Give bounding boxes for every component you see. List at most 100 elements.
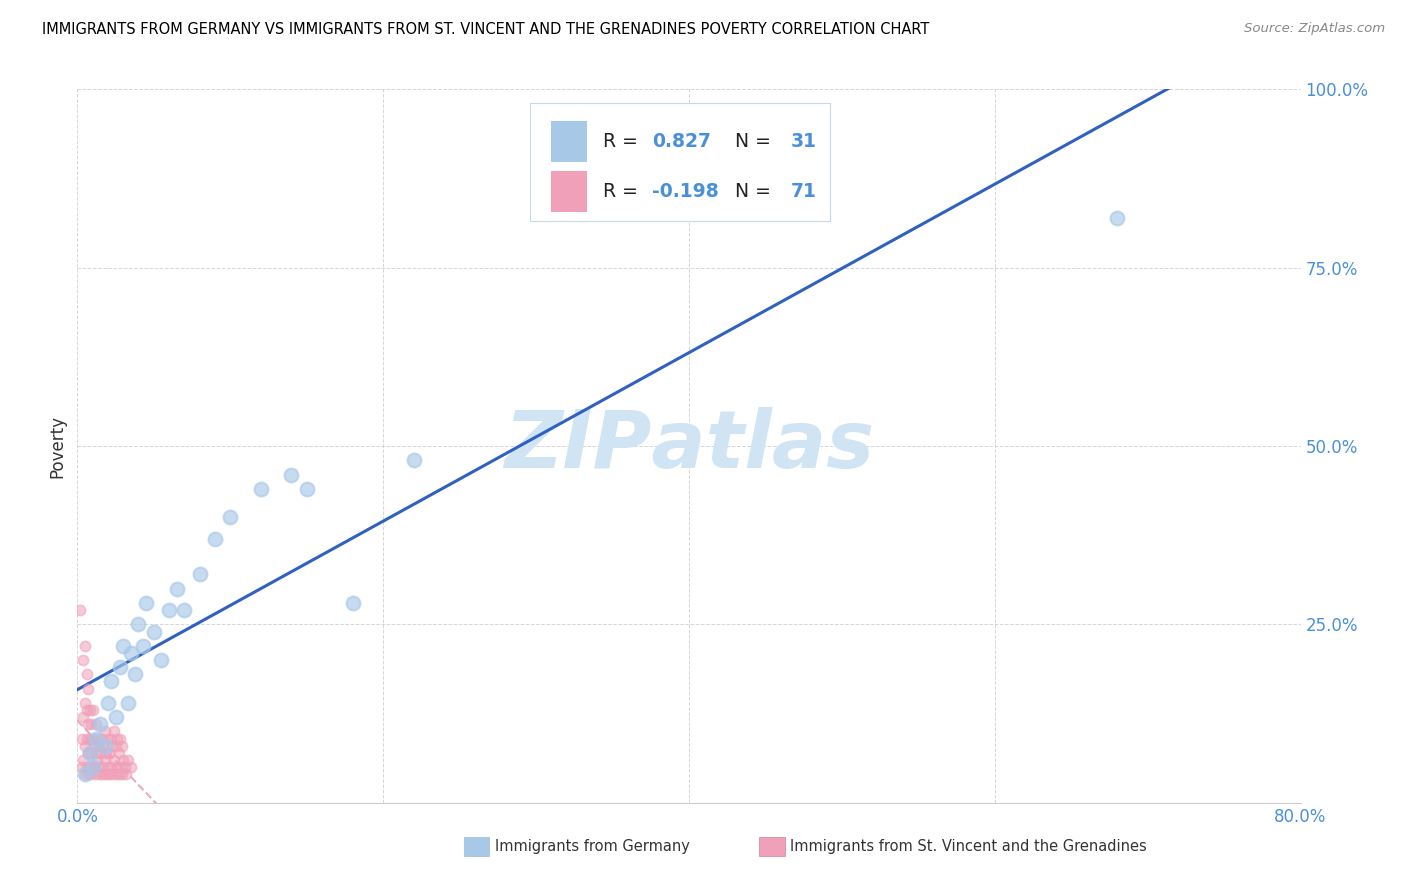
Point — [82, 760, 104, 774]
Point — [82, 703, 104, 717]
Point — [83, 739, 105, 753]
Point — [342, 596, 364, 610]
Point — [79, 731, 101, 746]
Point — [72, 753, 94, 767]
Point — [70, 760, 93, 774]
Point — [124, 667, 146, 681]
Point — [82, 760, 104, 774]
Point — [173, 603, 195, 617]
Point — [108, 731, 131, 746]
Point — [70, 731, 93, 746]
Point — [77, 767, 100, 781]
Point — [219, 510, 242, 524]
Point — [142, 624, 165, 639]
Point — [94, 724, 117, 739]
Point — [107, 746, 129, 760]
Point — [73, 767, 96, 781]
Point — [96, 767, 118, 781]
FancyBboxPatch shape — [530, 103, 830, 221]
Point — [84, 717, 107, 731]
Point — [80, 767, 103, 781]
Point — [100, 760, 122, 774]
Point — [83, 760, 105, 774]
Point — [100, 674, 122, 689]
Point — [103, 753, 125, 767]
Point — [101, 739, 124, 753]
Point — [91, 739, 114, 753]
Point — [112, 753, 135, 767]
Text: R =: R = — [603, 132, 644, 151]
Point — [150, 653, 173, 667]
Point — [111, 767, 134, 781]
Point — [73, 696, 96, 710]
Text: N =: N = — [723, 132, 778, 151]
Point — [73, 639, 96, 653]
Text: R =: R = — [603, 182, 644, 201]
Point — [97, 696, 120, 710]
Point — [72, 710, 94, 724]
Point — [86, 753, 108, 767]
Point — [204, 532, 226, 546]
Point — [77, 717, 100, 731]
Point — [97, 731, 120, 746]
Point — [157, 603, 180, 617]
Point — [89, 767, 111, 781]
Point — [135, 596, 157, 610]
Point — [120, 760, 142, 774]
Point — [77, 746, 100, 760]
Point — [101, 767, 124, 781]
Text: ZIP​atlas: ZIP​atlas — [503, 407, 875, 485]
Point — [69, 603, 91, 617]
Point — [86, 731, 108, 746]
Point — [79, 703, 101, 717]
Point — [96, 746, 118, 760]
Point — [105, 760, 128, 774]
Point — [76, 703, 98, 717]
Text: Immigrants from St. Vincent and the Grenadines: Immigrants from St. Vincent and the Gren… — [790, 839, 1147, 854]
Text: -0.198: -0.198 — [652, 182, 718, 201]
Point — [250, 482, 273, 496]
Point — [103, 724, 125, 739]
Point — [108, 760, 131, 774]
Text: 0.827: 0.827 — [652, 132, 711, 151]
Point — [117, 753, 139, 767]
Point — [73, 739, 96, 753]
Point — [97, 760, 120, 774]
Point — [87, 739, 110, 753]
Point — [112, 639, 135, 653]
Point — [73, 767, 96, 781]
Point — [280, 467, 302, 482]
Point — [98, 767, 121, 781]
Point — [76, 731, 98, 746]
Point — [90, 731, 112, 746]
Point — [91, 767, 114, 781]
Text: 71: 71 — [790, 182, 817, 201]
Point — [84, 731, 107, 746]
Point — [77, 681, 100, 696]
Point — [115, 767, 138, 781]
Point — [79, 760, 101, 774]
Point — [89, 746, 111, 760]
Point — [114, 760, 136, 774]
Point — [89, 717, 111, 731]
Point — [166, 582, 188, 596]
Point — [90, 760, 112, 774]
Point — [104, 767, 127, 781]
Point — [72, 653, 94, 667]
Point — [84, 767, 107, 781]
Point — [1107, 211, 1129, 225]
Point — [80, 717, 103, 731]
Point — [76, 760, 98, 774]
Point — [100, 731, 122, 746]
Point — [104, 739, 127, 753]
Point — [105, 731, 128, 746]
Point — [84, 746, 107, 760]
Point — [82, 731, 104, 746]
Point — [132, 639, 155, 653]
Y-axis label: Poverty: Poverty — [48, 415, 66, 477]
Bar — [551, 120, 588, 162]
Text: N =: N = — [723, 182, 778, 201]
Text: Source: ZipAtlas.com: Source: ZipAtlas.com — [1244, 22, 1385, 36]
Point — [87, 760, 110, 774]
Point — [94, 753, 117, 767]
